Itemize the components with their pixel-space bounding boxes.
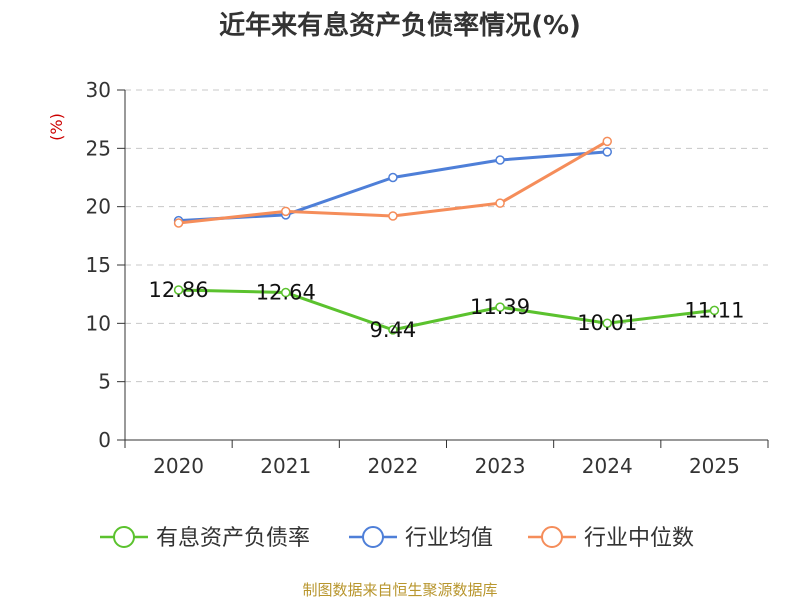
data-label-2024: 10.01 xyxy=(577,311,637,335)
data-label-2020: 12.86 xyxy=(149,278,209,302)
point-s0-2020 xyxy=(173,285,184,295)
point-s2-2023 xyxy=(495,198,505,208)
legend: 有息资产负债率 行业均值 行业中位数 xyxy=(100,526,694,551)
x-tick-label-2020: 2020 xyxy=(153,454,204,478)
x-tick-label-2021: 2021 xyxy=(260,454,311,478)
legend-marker-1 xyxy=(362,526,384,548)
legend-label-1: 行业均值 xyxy=(405,526,493,551)
legend-marker-2 xyxy=(541,526,563,548)
y-tick-label-10: 10 xyxy=(86,311,111,335)
chart-title: 近年来有息资产负债率情况(%) xyxy=(219,10,581,41)
legend-label-2: 行业中位数 xyxy=(584,526,694,551)
y-tick-label-30: 30 xyxy=(86,78,111,102)
point-s2-2021 xyxy=(281,206,291,217)
y-tick-label-20: 20 xyxy=(86,195,111,219)
x-tick-label-2024: 2024 xyxy=(582,454,633,478)
legend-label-0: 有息资产负债率 xyxy=(156,526,310,551)
point-s1-2024 xyxy=(602,147,612,157)
point-s0-2021 xyxy=(281,287,291,298)
point-s2-2024 xyxy=(602,136,612,147)
point-s0-2024 xyxy=(602,318,612,328)
data-label-2025: 11.11 xyxy=(684,298,744,322)
data-label-2021: 12.64 xyxy=(256,281,316,305)
series-line-1 xyxy=(178,150,608,223)
point-s1-2023 xyxy=(495,155,505,165)
data-label-2023: 11.39 xyxy=(470,295,530,319)
gridlines xyxy=(125,89,768,383)
point-s1-2022 xyxy=(388,172,398,183)
series-line-0 xyxy=(178,288,715,332)
x-tick-label-2025: 2025 xyxy=(689,454,740,478)
x-tick-label-2023: 2023 xyxy=(475,454,526,478)
y-tick-label-25: 25 xyxy=(86,136,111,160)
data-label-2022: 9.44 xyxy=(370,318,417,342)
point-s2-2022 xyxy=(388,211,398,221)
data-labels: 12.86 12.64 9.44 11.39 10.01 11.11 xyxy=(149,278,745,342)
point-s0-2022 xyxy=(388,325,398,335)
legend-marker-0 xyxy=(113,526,135,548)
point-s2-2020 xyxy=(173,218,184,228)
y-tick-label-15: 15 xyxy=(86,253,111,277)
y-tick-label-0: 0 xyxy=(98,428,111,452)
point-s0-2023 xyxy=(495,302,505,312)
point-s0-2025 xyxy=(709,305,720,316)
x-tick-label-2022: 2022 xyxy=(367,454,418,478)
source-note: 制图数据来自恒生聚源数据库 xyxy=(302,581,497,599)
y-axis-label: (%) xyxy=(47,113,66,141)
y-tick-label-5: 5 xyxy=(98,370,111,394)
series-layer xyxy=(173,136,720,335)
